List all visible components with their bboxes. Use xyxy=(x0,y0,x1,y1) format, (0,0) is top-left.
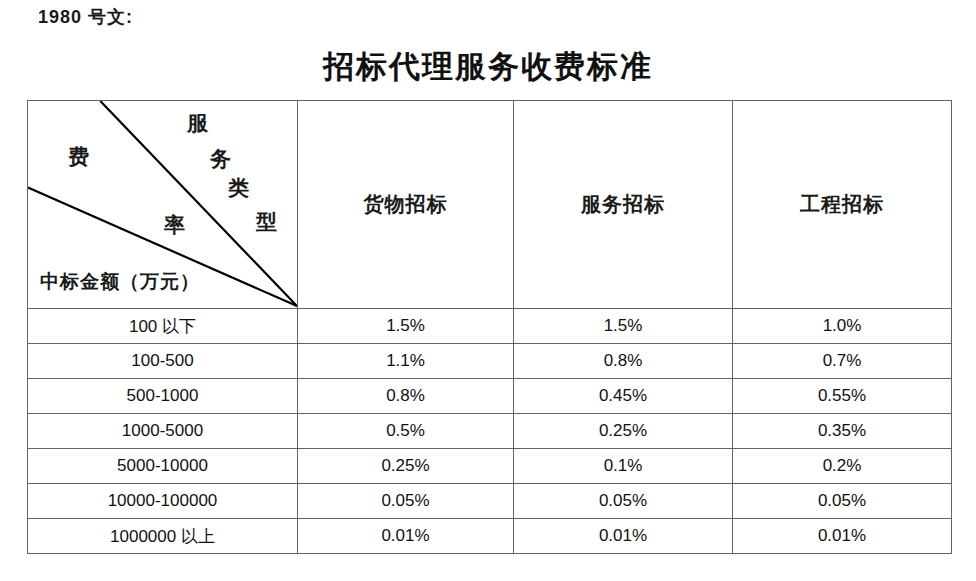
column-header-goods: 货物招标 xyxy=(298,101,514,309)
column-header-service: 服务招标 xyxy=(514,101,733,309)
fee-rate-value: 1.1% xyxy=(298,344,514,379)
doc-reference: 1980 号文: xyxy=(38,5,133,29)
fee-rate-value: 0.25% xyxy=(514,414,733,449)
page-title: 招标代理服务收费标准 xyxy=(0,46,976,88)
table-header-row: 服 务 类 型 费 率 中标金额（万元） 货物招标 服务招标 工程招标 xyxy=(28,101,952,309)
amount-range: 500-1000 xyxy=(28,379,298,414)
fee-rate-value: 1.0% xyxy=(733,309,952,344)
diagonal-label-char: 型 xyxy=(256,212,277,233)
fee-rate-value: 0.8% xyxy=(514,344,733,379)
fee-rate-value: 0.8% xyxy=(298,379,514,414)
amount-range: 100 以下 xyxy=(28,309,298,344)
fee-rate-value: 0.5% xyxy=(298,414,514,449)
fee-rate-value: 0.01% xyxy=(514,519,733,554)
diagonal-label-char: 服 xyxy=(187,113,208,134)
fee-rate-value: 0.01% xyxy=(298,519,514,554)
table-row: 10000-100000 0.05% 0.05% 0.05% xyxy=(28,484,952,519)
fee-standard-table: 服 务 类 型 费 率 中标金额（万元） 货物招标 服务招标 工程招标 100 … xyxy=(27,100,952,554)
amount-range: 1000-5000 xyxy=(28,414,298,449)
document-page: 1980 号文: 招标代理服务收费标准 服 务 类 型 费 xyxy=(0,0,976,581)
fee-rate-value: 0.01% xyxy=(733,519,952,554)
table-row: 1000000 以上 0.01% 0.01% 0.01% xyxy=(28,519,952,554)
fee-rate-value: 0.35% xyxy=(733,414,952,449)
table-row: 5000-10000 0.25% 0.1% 0.2% xyxy=(28,449,952,484)
diagonal-header-cell: 服 务 类 型 费 率 中标金额（万元） xyxy=(28,101,298,309)
fee-rate-value: 0.25% xyxy=(298,449,514,484)
amount-range: 1000000 以上 xyxy=(28,519,298,554)
fee-rate-value: 0.05% xyxy=(298,484,514,519)
table-row: 500-1000 0.8% 0.45% 0.55% xyxy=(28,379,952,414)
diagonal-label-char: 费 xyxy=(68,147,89,168)
amount-range: 100-500 xyxy=(28,344,298,379)
amount-range: 10000-100000 xyxy=(28,484,298,519)
table-row: 1000-5000 0.5% 0.25% 0.35% xyxy=(28,414,952,449)
fee-rate-value: 0.55% xyxy=(733,379,952,414)
diagonal-label-char: 类 xyxy=(228,178,249,199)
fee-rate-value: 0.05% xyxy=(514,484,733,519)
diagonal-label-char: 务 xyxy=(210,149,231,170)
column-header-engineering: 工程招标 xyxy=(733,101,952,309)
diagonal-label-char: 率 xyxy=(164,215,185,236)
fee-rate-value: 0.45% xyxy=(514,379,733,414)
fee-rate-value: 0.7% xyxy=(733,344,952,379)
fee-rate-value: 0.1% xyxy=(514,449,733,484)
table-row: 100 以下 1.5% 1.5% 1.0% xyxy=(28,309,952,344)
amount-range: 5000-10000 xyxy=(28,449,298,484)
table-row: 100-500 1.1% 0.8% 0.7% xyxy=(28,344,952,379)
fee-rate-value: 1.5% xyxy=(514,309,733,344)
fee-rate-value: 0.2% xyxy=(733,449,952,484)
fee-rate-value: 0.05% xyxy=(733,484,952,519)
fee-rate-value: 1.5% xyxy=(298,309,514,344)
row-axis-label: 中标金额（万元） xyxy=(40,269,200,295)
